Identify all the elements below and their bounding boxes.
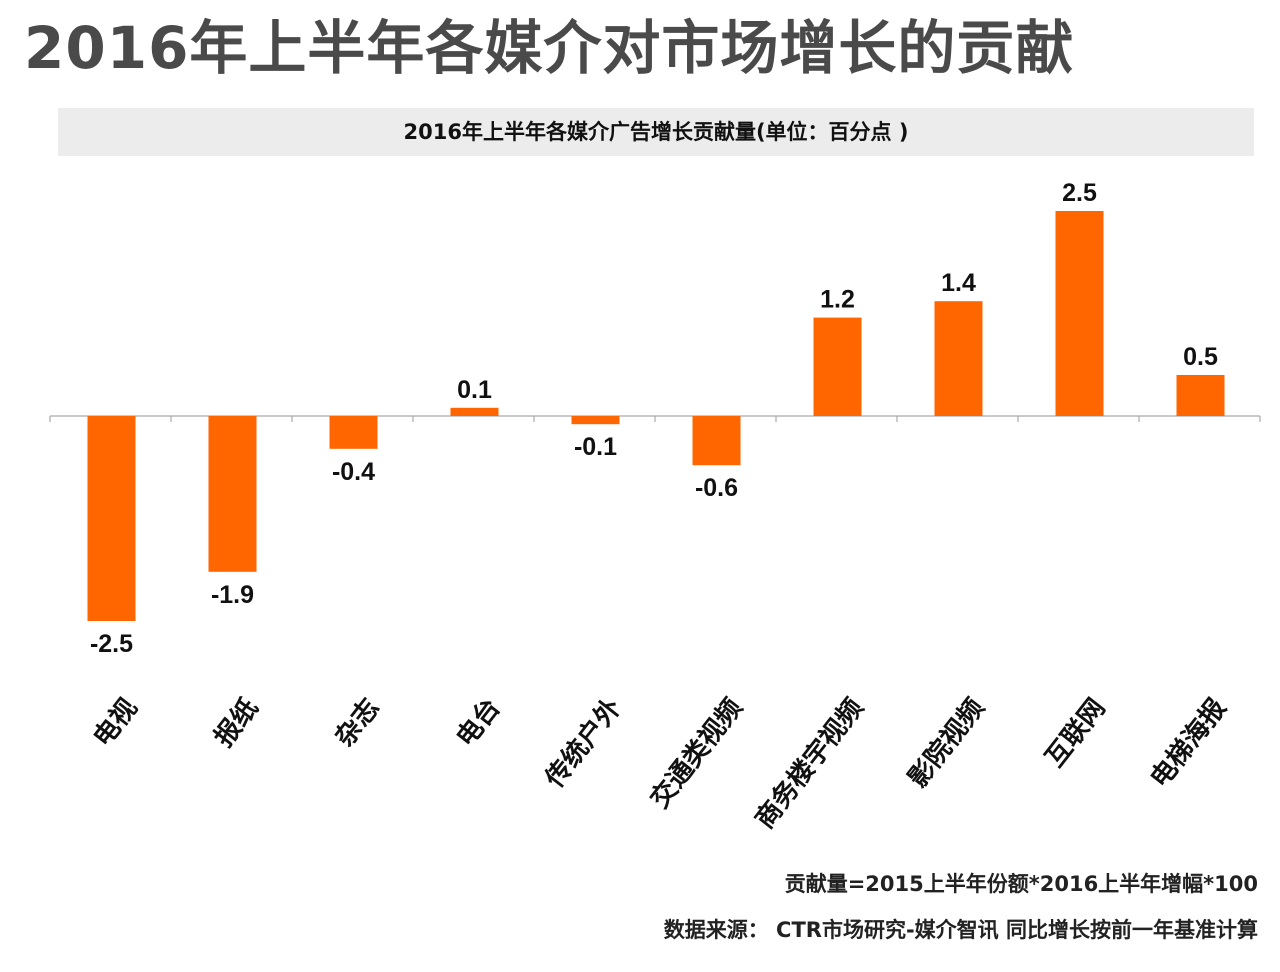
category-label: 电视 xyxy=(88,693,144,752)
category-label: 电梯海报 xyxy=(1144,693,1232,794)
bar xyxy=(87,416,136,621)
category-label: 报纸 xyxy=(208,693,264,753)
bar-value-label: 2.5 xyxy=(1062,179,1097,207)
bar xyxy=(571,416,620,425)
bar xyxy=(692,416,741,466)
bar xyxy=(1176,375,1225,416)
category-label: 传统户外 xyxy=(538,693,627,795)
bar-value-label: 0.5 xyxy=(1183,343,1218,371)
bar-value-label: -0.1 xyxy=(574,433,617,461)
source-note: 数据来源： CTR市场研究-媒介智讯 同比增长按前一年基准计算 xyxy=(663,918,1258,942)
bar-value-label: -0.4 xyxy=(332,458,375,486)
bar-value-label: -0.6 xyxy=(695,474,738,502)
category-label: 电台 xyxy=(450,693,506,753)
bar xyxy=(813,317,862,416)
category-label: 互联网 xyxy=(1040,693,1112,773)
category-label: 商务楼宇视频 xyxy=(749,693,869,835)
bar xyxy=(1055,211,1104,416)
category-label: 影院视频 xyxy=(902,693,990,794)
bar-value-label: 0.1 xyxy=(457,376,492,404)
bar-value-label: 1.2 xyxy=(820,286,855,314)
bar xyxy=(450,407,499,416)
bar-value-label: -1.9 xyxy=(211,581,254,609)
category-label: 杂志 xyxy=(330,693,386,752)
subtitle-banner: 2016年上半年各媒介广告增长贡献量(单位：百分点 ) xyxy=(58,108,1254,156)
chart-subtitle: 2016年上半年各媒介广告增长贡献量(单位：百分点 ) xyxy=(403,120,909,144)
bar-value-label: 1.4 xyxy=(941,269,976,297)
page-title: 2016年上半年各媒介对市场增长的贡献 xyxy=(24,14,1075,82)
formula-note: 贡献量=2015上半年份额*2016上半年增幅*100 xyxy=(784,872,1258,896)
category-label: 交通类视频 xyxy=(644,693,748,815)
bar-value-label: -2.5 xyxy=(90,630,133,658)
bar xyxy=(329,416,378,449)
bar xyxy=(208,416,257,572)
bar xyxy=(934,301,983,416)
